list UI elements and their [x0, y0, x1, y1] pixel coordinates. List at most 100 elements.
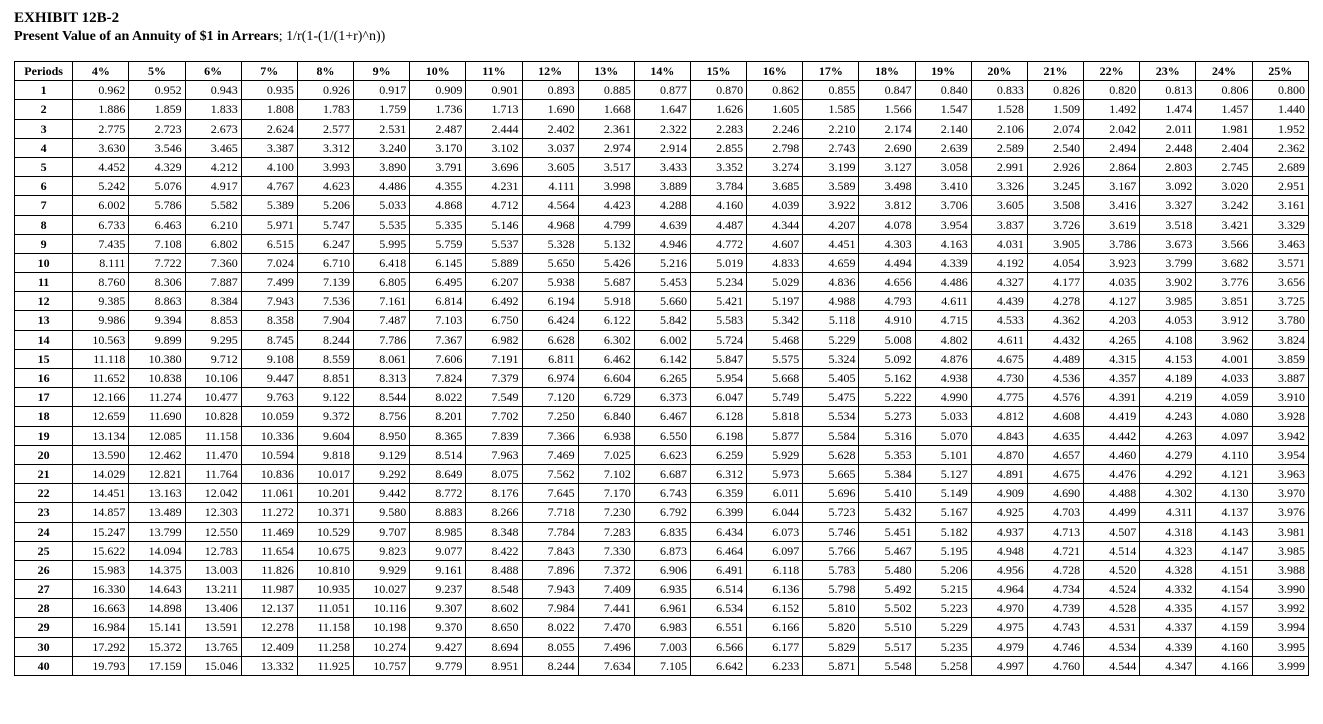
value-cell: 6.399 [690, 503, 746, 522]
value-cell: 14.375 [129, 560, 185, 579]
value-cell: 1.626 [690, 100, 746, 119]
value-cell: 6.550 [634, 426, 690, 445]
value-cell: 5.451 [859, 522, 915, 541]
value-cell: 4.802 [915, 330, 971, 349]
value-cell: 9.712 [185, 349, 241, 368]
value-cell: 5.353 [859, 445, 915, 464]
value-cell: 3.274 [747, 157, 803, 176]
value-cell: 10.380 [129, 349, 185, 368]
value-cell: 5.747 [297, 215, 353, 234]
value-cell: 2.074 [1027, 119, 1083, 138]
value-cell: 4.938 [915, 369, 971, 388]
value-cell: 5.475 [803, 388, 859, 407]
value-cell: 3.776 [1196, 273, 1252, 292]
value-cell: 16.984 [73, 618, 129, 637]
value-cell: 11.051 [297, 599, 353, 618]
value-cell: 9.447 [241, 369, 297, 388]
value-cell: 3.170 [410, 138, 466, 157]
value-cell: 12.409 [241, 637, 297, 656]
periods-cell: 23 [15, 503, 73, 522]
table-row: 2716.33014.64313.21111.98710.93510.0279.… [15, 580, 1309, 599]
value-cell: 5.847 [690, 349, 746, 368]
periods-cell: 1 [15, 81, 73, 100]
value-cell: 4.486 [915, 273, 971, 292]
value-cell: 2.531 [354, 119, 410, 138]
value-cell: 9.394 [129, 311, 185, 330]
value-cell: 0.862 [747, 81, 803, 100]
value-cell: 0.901 [466, 81, 522, 100]
periods-cell: 4 [15, 138, 73, 157]
rate-header: 11% [466, 62, 522, 81]
value-cell: 1.952 [1252, 119, 1308, 138]
value-cell: 7.634 [578, 656, 634, 675]
value-cell: 5.206 [915, 560, 971, 579]
value-cell: 3.791 [410, 157, 466, 176]
value-cell: 0.909 [410, 81, 466, 100]
value-cell: 12.303 [185, 503, 241, 522]
value-cell: 3.954 [915, 215, 971, 234]
value-cell: 4.909 [971, 484, 1027, 503]
annuity-thead: Periods 4%5%6%7%8%9%10%11%12%13%14%15%16… [15, 62, 1309, 81]
value-cell: 6.259 [690, 445, 746, 464]
value-cell: 6.743 [634, 484, 690, 503]
table-row: 1712.16611.27410.4779.7639.1228.5448.022… [15, 388, 1309, 407]
value-cell: 5.786 [129, 196, 185, 215]
value-cell: 4.059 [1196, 388, 1252, 407]
value-cell: 7.722 [129, 253, 185, 272]
value-cell: 6.566 [690, 637, 746, 656]
value-cell: 9.307 [410, 599, 466, 618]
rate-header: 24% [1196, 62, 1252, 81]
value-cell: 4.499 [1084, 503, 1140, 522]
annuity-header-row: Periods 4%5%6%7%8%9%10%11%12%13%14%15%16… [15, 62, 1309, 81]
value-cell: 4.793 [859, 292, 915, 311]
value-cell: 1.457 [1196, 100, 1252, 119]
value-cell: 4.544 [1084, 656, 1140, 675]
value-cell: 6.982 [466, 330, 522, 349]
value-cell: 6.687 [634, 464, 690, 483]
value-cell: 4.946 [634, 234, 690, 253]
value-cell: 8.883 [410, 503, 466, 522]
value-cell: 5.182 [915, 522, 971, 541]
value-cell: 5.929 [747, 445, 803, 464]
value-cell: 10.594 [241, 445, 297, 464]
value-cell: 5.215 [915, 580, 971, 599]
value-cell: 7.379 [466, 369, 522, 388]
value-cell: 13.211 [185, 580, 241, 599]
value-cell: 6.122 [578, 311, 634, 330]
value-cell: 4.159 [1196, 618, 1252, 637]
value-cell: 7.105 [634, 656, 690, 675]
value-cell: 10.336 [241, 426, 297, 445]
value-cell: 3.985 [1140, 292, 1196, 311]
value-cell: 4.739 [1027, 599, 1083, 618]
value-cell: 15.983 [73, 560, 129, 579]
value-cell: 9.823 [354, 541, 410, 560]
value-cell: 4.937 [971, 522, 1027, 541]
value-cell: 2.283 [690, 119, 746, 138]
value-cell: 0.800 [1252, 81, 1308, 100]
value-cell: 3.999 [1252, 656, 1308, 675]
value-cell: 1.440 [1252, 100, 1308, 119]
value-cell: 2.246 [747, 119, 803, 138]
value-cell: 7.549 [466, 388, 522, 407]
value-cell: 4.452 [73, 157, 129, 176]
value-cell: 6.961 [634, 599, 690, 618]
value-cell: 7.367 [410, 330, 466, 349]
value-cell: 3.058 [915, 157, 971, 176]
value-cell: 4.979 [971, 637, 1027, 656]
value-cell: 6.118 [747, 560, 803, 579]
value-cell: 4.031 [971, 234, 1027, 253]
value-cell: 6.373 [634, 388, 690, 407]
value-cell: 4.243 [1140, 407, 1196, 426]
table-row: 1410.5639.8999.2958.7458.2447.7867.3676.… [15, 330, 1309, 349]
value-cell: 3.824 [1252, 330, 1308, 349]
value-cell: 5.696 [803, 484, 859, 503]
value-cell: 4.097 [1196, 426, 1252, 445]
value-cell: 9.818 [297, 445, 353, 464]
periods-cell: 16 [15, 369, 73, 388]
value-cell: 7.904 [297, 311, 353, 330]
value-cell: 3.327 [1140, 196, 1196, 215]
value-cell: 3.312 [297, 138, 353, 157]
value-cell: 6.814 [410, 292, 466, 311]
value-cell: 1.547 [915, 100, 971, 119]
value-cell: 8.650 [466, 618, 522, 637]
